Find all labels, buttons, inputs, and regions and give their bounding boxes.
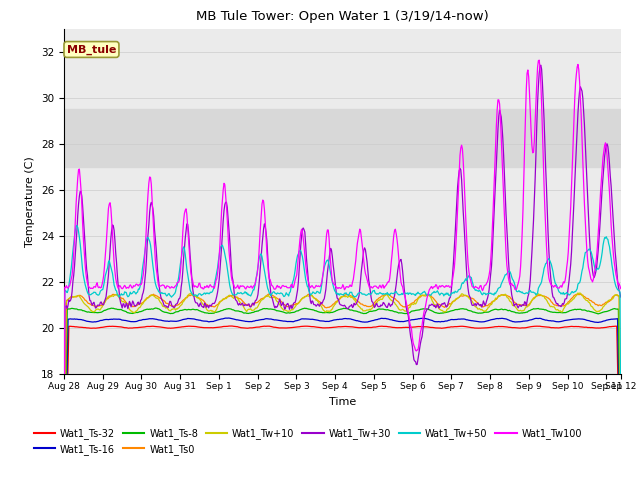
Bar bbox=[64, 109, 621, 167]
X-axis label: Time: Time bbox=[329, 396, 356, 407]
Legend: Wat1_Ts-32, Wat1_Ts-16, Wat1_Ts-8, Wat1_Ts0, Wat1_Tw+10, Wat1_Tw+30, Wat1_Tw+50,: Wat1_Ts-32, Wat1_Ts-16, Wat1_Ts-8, Wat1_… bbox=[30, 424, 586, 459]
Y-axis label: Temperature (C): Temperature (C) bbox=[26, 156, 35, 247]
Title: MB Tule Tower: Open Water 1 (3/19/14-now): MB Tule Tower: Open Water 1 (3/19/14-now… bbox=[196, 11, 489, 24]
Text: MB_tule: MB_tule bbox=[67, 44, 116, 55]
